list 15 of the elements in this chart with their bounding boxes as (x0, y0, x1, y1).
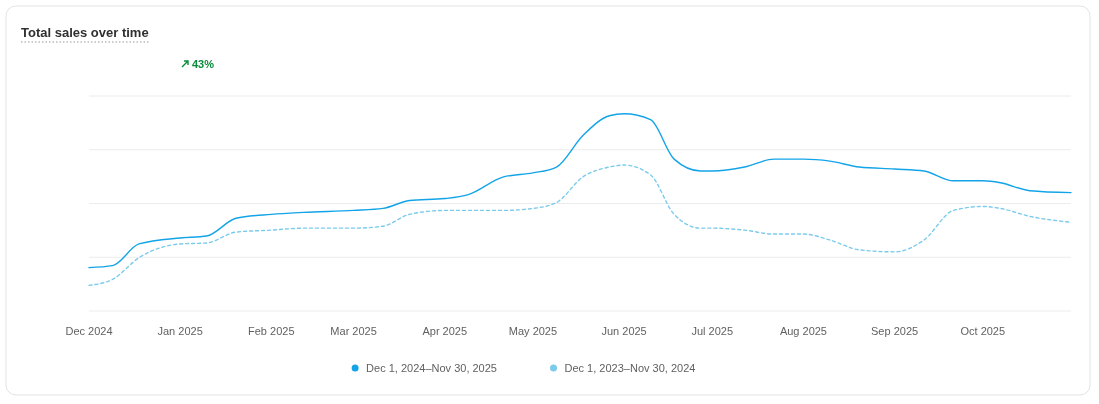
x-tick-label: Feb 2025 (248, 325, 295, 337)
x-tick-label: Dec 2024 (65, 325, 113, 337)
legend-label: Dec 1, 2023–Nov 30, 2024 (564, 362, 696, 374)
x-tick-label: Jul 2025 (691, 325, 734, 337)
x-tick-label: Jan 2025 (157, 325, 203, 337)
x-tick-label: May 2025 (508, 325, 558, 337)
x-tick-label: Sep 2025 (871, 325, 919, 337)
x-tick-label: Mar 2025 (330, 325, 377, 337)
chart-title: Total sales over time (21, 25, 149, 40)
legend-label: Dec 1, 2024–Nov 30, 2025 (366, 362, 497, 374)
x-tick-label: Jun 2025 (601, 325, 647, 337)
x-tick-label: Oct 2025 (960, 325, 1006, 337)
x-tick-label: Apr 2025 (422, 325, 468, 337)
x-tick-label: Aug 2025 (779, 325, 827, 337)
text: 43% (192, 58, 215, 70)
